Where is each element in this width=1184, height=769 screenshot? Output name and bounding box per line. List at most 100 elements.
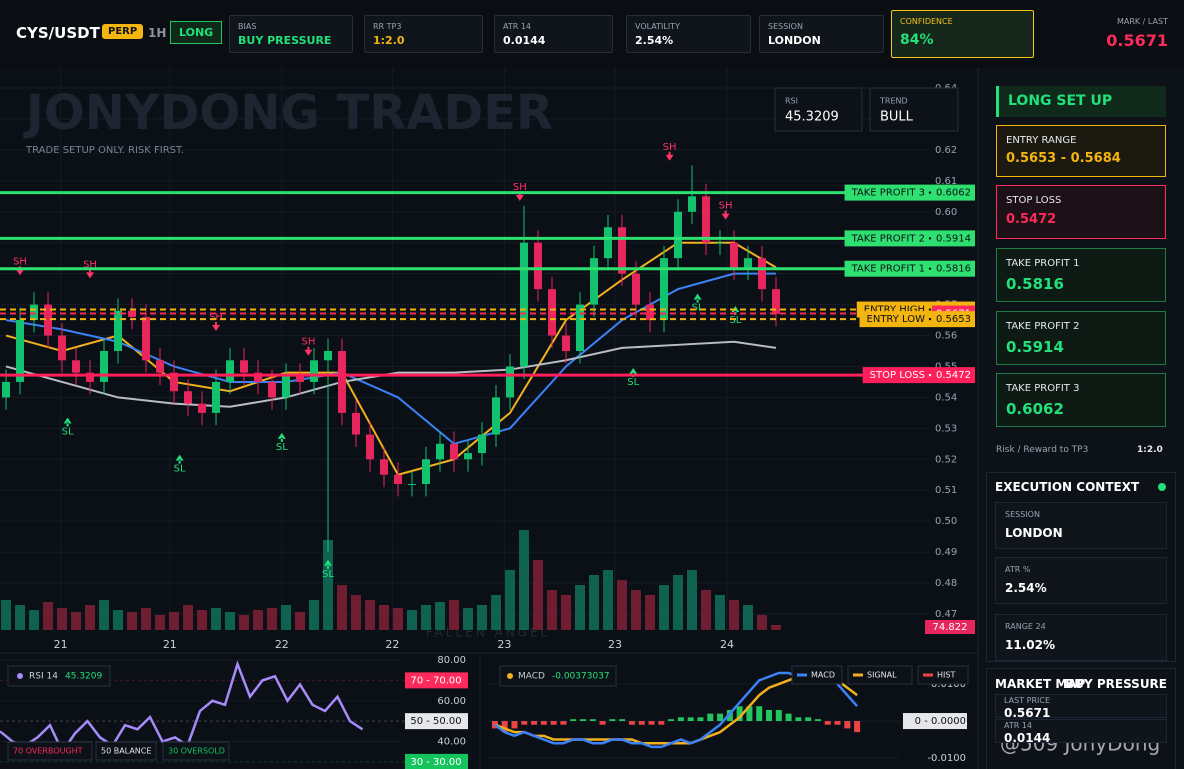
histogram-bar bbox=[756, 706, 763, 722]
histogram-bar bbox=[805, 717, 812, 722]
histogram-bar bbox=[697, 717, 704, 722]
level-tag-bg bbox=[844, 230, 975, 247]
volume-bar bbox=[743, 605, 754, 630]
level-tag: 0.5472 STOP LOSS bbox=[862, 367, 975, 384]
candle-body bbox=[100, 351, 109, 382]
level-tag: 30 - 30.00 bbox=[410, 757, 461, 768]
volume-bar bbox=[253, 610, 264, 630]
volume-bar bbox=[477, 605, 488, 630]
candle-body bbox=[2, 381, 11, 398]
side-badge: LONG bbox=[170, 21, 223, 44]
market-map-title: MARKET MAP bbox=[995, 677, 1086, 691]
histogram-bar bbox=[717, 713, 724, 722]
legend-bg bbox=[791, 665, 843, 685]
volume-bar bbox=[421, 605, 432, 630]
stat-box: BIAS BUY PRESSURE bbox=[229, 15, 353, 53]
x-tick-label: 22 bbox=[275, 638, 289, 651]
candle-body bbox=[464, 453, 473, 460]
y-tick-label: 40.00 bbox=[437, 737, 466, 748]
y-tick-label: 0.60 bbox=[935, 207, 957, 218]
rsi-title: RSI 14 bbox=[29, 672, 58, 682]
stat-box: VOLATILITY 2.54% bbox=[626, 15, 751, 53]
rsi-legend: 70 OVERBOUGHT bbox=[13, 747, 83, 756]
candle-body bbox=[408, 484, 417, 486]
candle-body bbox=[156, 360, 165, 373]
candle-body bbox=[30, 304, 39, 321]
card-value: 0.5816 bbox=[1006, 275, 1064, 293]
swing-label: SH bbox=[663, 142, 677, 153]
swing-arrow bbox=[63, 417, 72, 427]
histogram-bar bbox=[814, 719, 821, 722]
mark-value: 0.5671 bbox=[1106, 31, 1168, 50]
swing-label: SL bbox=[692, 303, 704, 314]
histogram-bar bbox=[628, 721, 635, 725]
level-value: 0.5653 bbox=[936, 314, 971, 325]
stat-value: LONDON bbox=[768, 34, 821, 47]
volume-bar bbox=[519, 530, 530, 630]
histogram-bar bbox=[824, 721, 831, 725]
volume-bar bbox=[211, 608, 222, 630]
swing-marker: SH bbox=[663, 142, 677, 161]
level-tag: 70 - 70.00 bbox=[410, 675, 461, 686]
volume-bar bbox=[575, 585, 586, 630]
level-tag: 50 - 50.00 bbox=[410, 716, 461, 727]
card-label: TAKE PROFIT 1 bbox=[1006, 258, 1080, 269]
volume-bar bbox=[491, 595, 502, 630]
context-card: RANGE 24 11.02% bbox=[995, 614, 1167, 661]
swing-label: SL bbox=[627, 377, 639, 388]
y-tick-label: 60.00 bbox=[437, 696, 466, 707]
badge-bg bbox=[774, 87, 863, 132]
badge-label: RSI bbox=[785, 97, 798, 106]
candle-body bbox=[296, 375, 305, 382]
badge-value: BULL bbox=[880, 110, 914, 125]
moving-average bbox=[5, 340, 777, 408]
level-separator bbox=[928, 267, 932, 270]
histogram-bar bbox=[570, 719, 577, 722]
level-separator bbox=[928, 191, 932, 194]
swing-marker: SH bbox=[83, 259, 97, 279]
level-separator bbox=[928, 373, 932, 377]
candle-body bbox=[604, 227, 613, 259]
y-tick-label: 0.52 bbox=[935, 454, 957, 465]
y-tick-label: 0.49 bbox=[935, 547, 957, 558]
volume-bar bbox=[127, 612, 138, 630]
swing-label: SL bbox=[276, 442, 288, 453]
y-tick-label: 0.47 bbox=[935, 609, 957, 620]
card-label: TAKE PROFIT 3 bbox=[1006, 383, 1080, 394]
level-separator bbox=[928, 308, 932, 311]
y-tick-label: 0.50 bbox=[935, 516, 957, 527]
volume-bar bbox=[729, 600, 740, 630]
histogram-bar bbox=[619, 719, 626, 722]
volume-bar bbox=[295, 612, 306, 630]
context-value: LONDON bbox=[1005, 526, 1063, 540]
stat-value: 2.54% bbox=[635, 34, 674, 47]
volume-bar bbox=[715, 595, 726, 630]
execution-title: EXECUTION CONTEXT bbox=[995, 480, 1140, 494]
execution-panel: EXECUTION CONTEXT SESSION LONDON ATR % 2.54%… bbox=[986, 472, 1176, 662]
level-tag-bg bbox=[862, 367, 975, 384]
volume-tag-bg bbox=[925, 620, 975, 634]
market-map-value: 0.0144 bbox=[1004, 731, 1051, 745]
candle-body bbox=[744, 258, 753, 268]
histogram-bar bbox=[844, 721, 851, 729]
market-map-label: ATR 14 bbox=[1004, 721, 1033, 730]
candle-body bbox=[324, 351, 333, 361]
rsi-legend: 50 BALANCE bbox=[101, 747, 151, 756]
swing-arrow bbox=[277, 432, 286, 442]
candle-body bbox=[422, 459, 431, 485]
legend-bg bbox=[95, 741, 157, 761]
stat-label: RR TP3 bbox=[373, 22, 402, 31]
swing-label: SL bbox=[322, 569, 334, 580]
rr-value: 1:2.0 bbox=[1137, 445, 1163, 455]
swing-arrow bbox=[665, 151, 674, 161]
level-label: ENTRY HIGH bbox=[864, 305, 925, 316]
candle-body bbox=[72, 360, 81, 373]
mark-label: MARK / LAST bbox=[1116, 17, 1168, 26]
candle-body bbox=[226, 360, 235, 382]
y-tick-label: 80.00 bbox=[437, 655, 466, 666]
level-label: TAKE PROFIT 2 bbox=[851, 233, 925, 244]
legend-bg bbox=[847, 665, 913, 685]
level-tag: 0.5653 ENTRY LOW bbox=[859, 311, 975, 328]
setup-card: ENTRY RANGE 0.5653 - 0.5684 bbox=[996, 125, 1166, 177]
swing-arrow bbox=[212, 321, 221, 331]
